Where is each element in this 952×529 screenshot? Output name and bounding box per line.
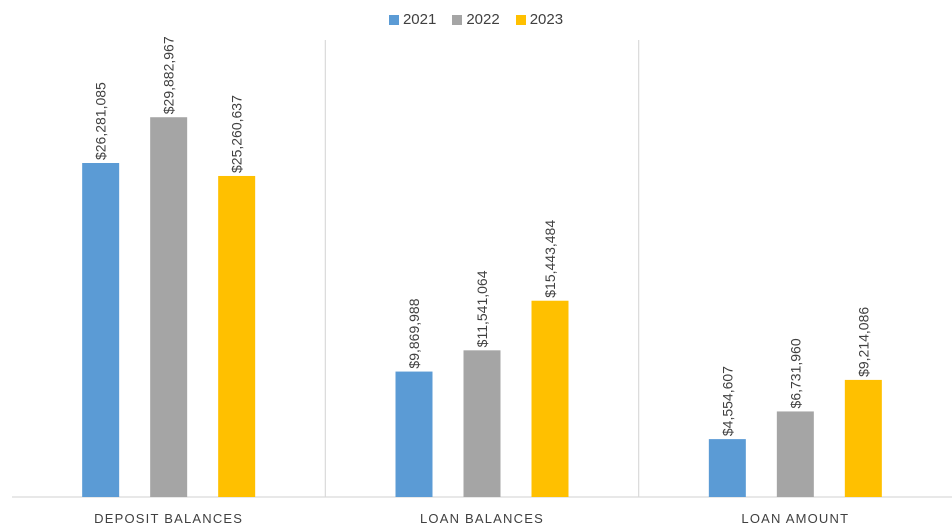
data-label: $26,281,085 [93, 82, 109, 160]
data-label: $6,731,960 [787, 338, 803, 408]
data-label: $9,869,988 [406, 298, 422, 368]
legend-swatch-2022 [452, 14, 463, 25]
data-label: $9,214,086 [855, 307, 871, 377]
legend-label-2022: 2022 [466, 11, 500, 28]
data-label: $15,443,484 [542, 220, 558, 298]
legend-item-2022: 2022 [452, 11, 500, 28]
legend-item-2021: 2021 [388, 11, 437, 28]
legend: 2021 2022 2023 [0, 11, 952, 28]
bar-2023-loan-amount [844, 379, 882, 497]
bar-2022-loan-balances [463, 350, 501, 497]
category-label: LOAN AMOUNT [741, 511, 849, 526]
legend-label-2021: 2021 [402, 11, 437, 28]
bar-2023-deposit-balances [218, 175, 256, 497]
data-label: $4,554,607 [719, 366, 735, 436]
bar-2021-deposit-balances [82, 163, 120, 497]
legend-label-2023: 2023 [529, 11, 564, 28]
data-label: $29,882,967 [161, 36, 177, 114]
legend-swatch-2023 [515, 14, 526, 25]
data-label: $25,260,637 [229, 95, 245, 173]
bar-2022-loan-amount [776, 411, 814, 497]
bar-2023-loan-balances [531, 300, 569, 497]
bar-2022-deposit-balances [150, 117, 188, 497]
category-label: LOAN BALANCES [420, 511, 544, 526]
data-label: $11,541,064 [474, 270, 490, 347]
legend-item-2023: 2023 [515, 11, 564, 28]
category-label: DEPOSIT BALANCES [94, 511, 243, 526]
bar-2021-loan-amount [708, 439, 746, 497]
bar-2021-loan-balances [395, 371, 433, 497]
legend-swatch-2021 [388, 14, 399, 25]
